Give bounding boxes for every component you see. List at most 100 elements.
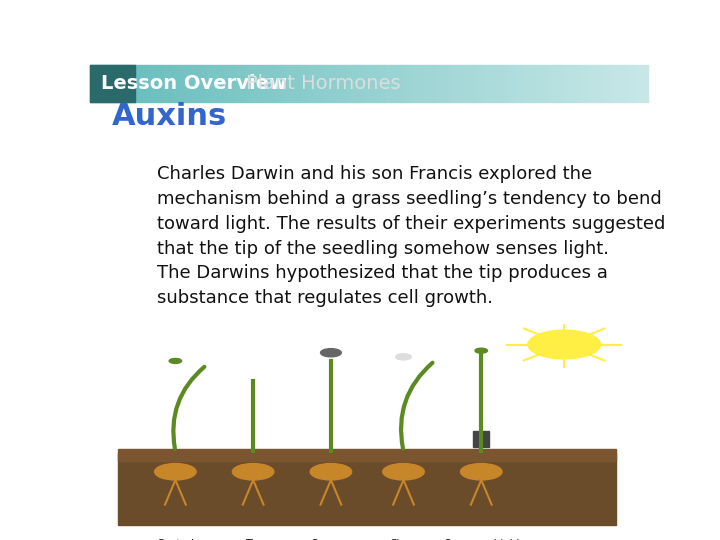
Text: Charles Darwin and his son Francis explored the
mechanism behind a grass seedlin: Charles Darwin and his son Francis explo…: [157, 165, 665, 258]
Bar: [319, 65, 324, 102]
Bar: [609, 65, 615, 102]
Bar: [402, 65, 408, 102]
Text: Opaque shield
over base: Opaque shield over base: [444, 539, 519, 540]
Circle shape: [233, 463, 274, 480]
Bar: [302, 65, 307, 102]
Circle shape: [320, 349, 341, 357]
Bar: [258, 65, 263, 102]
Bar: [514, 65, 520, 102]
Bar: [90, 65, 96, 102]
Bar: [118, 65, 124, 102]
Bar: [436, 65, 441, 102]
Bar: [358, 65, 364, 102]
Bar: [637, 65, 642, 102]
Bar: [581, 65, 587, 102]
Bar: [498, 65, 503, 102]
Bar: [474, 431, 489, 447]
Bar: [196, 65, 202, 102]
Bar: [631, 65, 637, 102]
Text: Control: Control: [156, 539, 194, 540]
Bar: [118, 453, 616, 525]
Bar: [413, 65, 419, 102]
Bar: [642, 65, 648, 102]
Bar: [274, 65, 279, 102]
Bar: [163, 65, 168, 102]
Circle shape: [383, 463, 424, 480]
Bar: [598, 65, 603, 102]
Bar: [453, 65, 458, 102]
Circle shape: [396, 354, 411, 360]
Bar: [380, 65, 386, 102]
Circle shape: [310, 463, 351, 480]
Bar: [135, 65, 140, 102]
Bar: [190, 65, 196, 102]
Bar: [447, 65, 453, 102]
Text: Tip
removed: Tip removed: [230, 539, 276, 540]
Bar: [213, 65, 218, 102]
Bar: [570, 65, 575, 102]
Bar: [185, 65, 190, 102]
Bar: [291, 65, 297, 102]
Bar: [392, 65, 397, 102]
Bar: [503, 65, 508, 102]
Bar: [492, 65, 498, 102]
Text: Auxins: Auxins: [112, 102, 228, 131]
Circle shape: [155, 463, 196, 480]
Bar: [408, 65, 413, 102]
Text: Plant Hormones: Plant Hormones: [246, 74, 401, 93]
Bar: [235, 65, 240, 102]
Bar: [280, 65, 285, 102]
Bar: [140, 65, 145, 102]
Bar: [364, 65, 369, 102]
Bar: [564, 65, 570, 102]
Bar: [352, 65, 358, 102]
Bar: [230, 65, 235, 102]
Bar: [425, 65, 431, 102]
Bar: [285, 65, 291, 102]
Bar: [269, 65, 274, 102]
Bar: [374, 65, 380, 102]
Bar: [459, 65, 464, 102]
Bar: [207, 65, 213, 102]
Bar: [90, 65, 135, 102]
Circle shape: [475, 348, 487, 353]
Text: Clear
cap: Clear cap: [390, 539, 417, 540]
Bar: [151, 65, 157, 102]
Bar: [240, 65, 246, 102]
Bar: [252, 65, 258, 102]
Bar: [603, 65, 609, 102]
Bar: [441, 65, 447, 102]
Bar: [168, 65, 174, 102]
Bar: [174, 65, 179, 102]
Bar: [431, 65, 436, 102]
Bar: [202, 65, 207, 102]
Bar: [263, 65, 269, 102]
Bar: [593, 65, 598, 102]
Bar: [330, 65, 336, 102]
Circle shape: [169, 359, 181, 363]
Bar: [341, 65, 347, 102]
Bar: [587, 65, 593, 102]
Bar: [313, 65, 319, 102]
Bar: [486, 65, 492, 102]
Bar: [118, 449, 616, 462]
Bar: [481, 65, 486, 102]
Text: Opaque
cap: Opaque cap: [310, 539, 351, 540]
Bar: [520, 65, 526, 102]
Bar: [369, 65, 374, 102]
Bar: [307, 65, 313, 102]
Bar: [101, 65, 107, 102]
Bar: [145, 65, 151, 102]
Bar: [179, 65, 185, 102]
Bar: [96, 65, 101, 102]
Bar: [464, 65, 469, 102]
Bar: [626, 65, 631, 102]
Bar: [542, 65, 547, 102]
Bar: [324, 65, 330, 102]
Bar: [475, 65, 481, 102]
Bar: [559, 65, 564, 102]
Bar: [297, 65, 302, 102]
Bar: [124, 65, 129, 102]
Bar: [129, 65, 135, 102]
Bar: [547, 65, 553, 102]
